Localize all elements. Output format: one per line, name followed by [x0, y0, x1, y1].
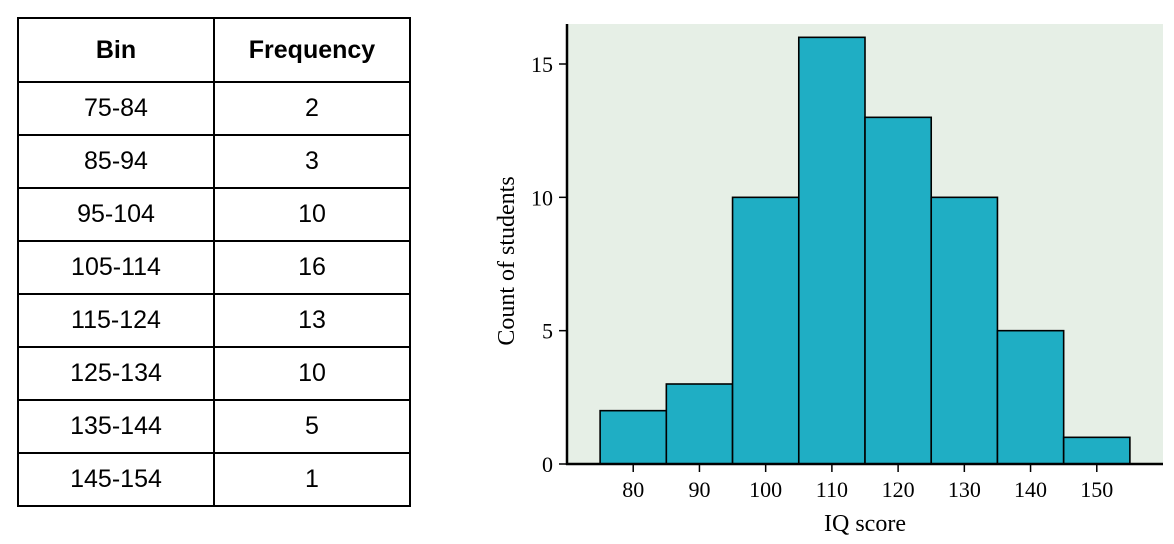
x-tick-label: 110: [816, 477, 848, 502]
frequency-cell: 16: [213, 240, 411, 295]
y-tick-label: 10: [531, 185, 553, 210]
frequency-table: Bin Frequency 75-84 2 85-94 3 95-104 10 105…: [17, 17, 411, 507]
frequency-cell: 5: [213, 399, 411, 454]
histogram-chart: 80 90 100 110 120 130 140 150 0 5 10 15 IQ score Co…: [494, 24, 1163, 537]
y-axis-label: Count of students: [494, 176, 520, 345]
histogram-bar: [1062, 436, 1131, 465]
frequency-cell: 10: [213, 346, 411, 401]
header-bin: Bin: [17, 17, 215, 83]
table-row: 145-154 1: [17, 452, 411, 507]
table-row: 125-134 10: [17, 346, 411, 401]
y-tick-label: 15: [531, 52, 553, 77]
header-frequency: Frequency: [213, 17, 411, 83]
table-row: 95-104 10: [17, 187, 411, 242]
bin-cell: 115-124: [17, 293, 215, 348]
x-tick-label: 120: [882, 477, 915, 502]
histogram-bar: [665, 383, 734, 465]
bars-group: [599, 36, 1131, 465]
histogram-bar: [996, 329, 1065, 465]
frequency-cell: 2: [213, 81, 411, 136]
table-header-row: Bin Frequency: [17, 17, 411, 83]
bin-cell: 75-84: [17, 81, 215, 136]
table-row: 105-114 16: [17, 240, 411, 295]
x-tick-label: 130: [948, 477, 981, 502]
x-tick-label: 150: [1080, 477, 1113, 502]
bin-cell: 145-154: [17, 452, 215, 507]
histogram-bar: [797, 36, 866, 465]
histogram-bar: [864, 116, 933, 465]
bin-cell: 105-114: [17, 240, 215, 295]
bin-cell: 125-134: [17, 346, 215, 401]
axes-group: 80 90 100 110 120 130 140 150 0 5 10 15: [531, 24, 1163, 502]
frequency-cell: 10: [213, 187, 411, 242]
histogram-bar: [930, 196, 999, 465]
table-row: 75-84 2: [17, 81, 411, 136]
table-row: 85-94 3: [17, 134, 411, 189]
y-tick-label: 0: [542, 452, 553, 477]
x-tick-label: 80: [622, 477, 644, 502]
bin-cell: 95-104: [17, 187, 215, 242]
bin-cell: 85-94: [17, 134, 215, 189]
x-tick-label: 90: [688, 477, 710, 502]
y-tick-label: 5: [542, 319, 553, 344]
histogram-bar: [599, 409, 668, 465]
frequency-cell: 1: [213, 452, 411, 507]
x-tick-label: 100: [749, 477, 782, 502]
bin-cell: 135-144: [17, 399, 215, 454]
table-row: 135-144 5: [17, 399, 411, 454]
frequency-cell: 13: [213, 293, 411, 348]
frequency-cell: 3: [213, 134, 411, 189]
x-tick-label: 140: [1014, 477, 1047, 502]
x-axis-label: IQ score: [824, 511, 906, 537]
histogram-bar: [731, 196, 800, 465]
table-row: 115-124 13: [17, 293, 411, 348]
